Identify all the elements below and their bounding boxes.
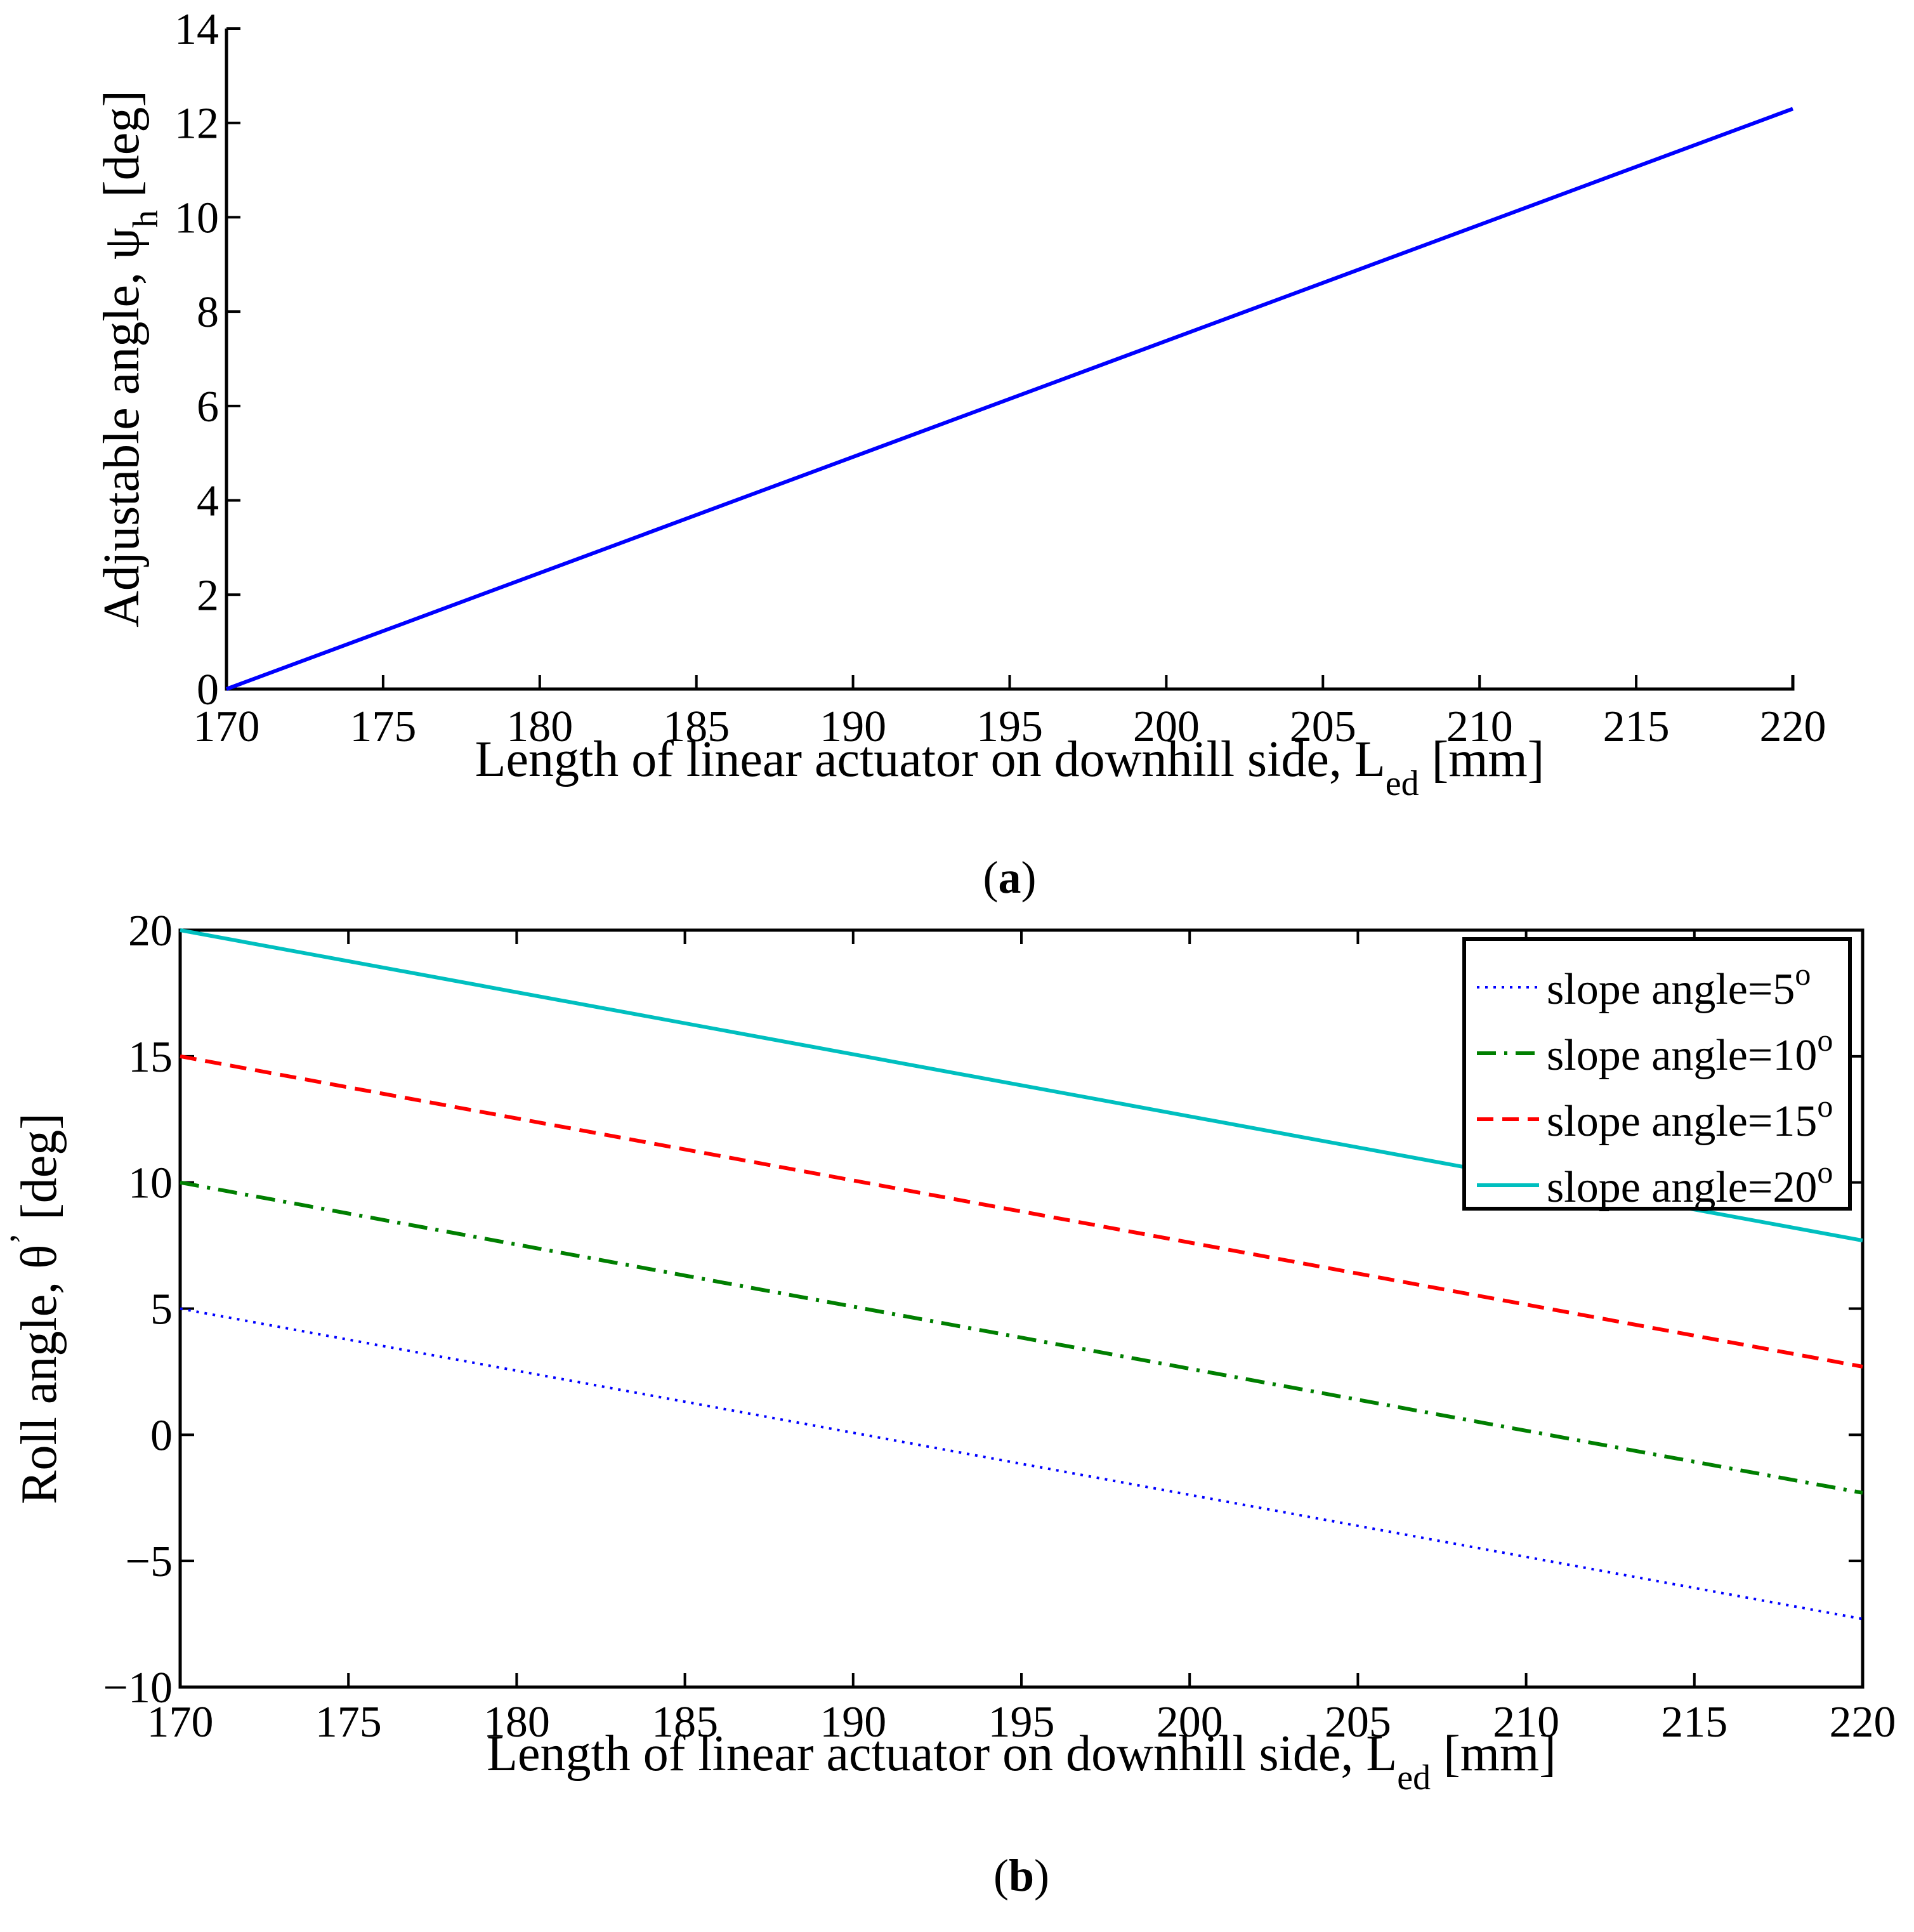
axes-frame — [225, 29, 1795, 691]
panel-caption-open: ( — [993, 1850, 1009, 1901]
y-tick-label: 10 — [174, 194, 219, 242]
x-axis-label-subscript: ed — [1397, 1758, 1431, 1797]
x-tick-label: 205 — [1325, 1698, 1391, 1747]
x-tick-label: 205 — [1290, 702, 1356, 751]
y-axis-label-superscript: ʼ — [3, 1233, 43, 1245]
x-axis-label-main: Length of linear actuator on downhill si… — [487, 1726, 1397, 1782]
y-tick-label: 0 — [150, 1411, 173, 1460]
x-tick-label: 210 — [1493, 1698, 1559, 1747]
x-tick-label: 175 — [350, 702, 416, 751]
x-axis-label-main: Length of linear actuator on downhill si… — [475, 732, 1386, 787]
legend-entry-text: slope angle=10 — [1547, 1031, 1817, 1080]
x-tick-label: 190 — [820, 702, 886, 751]
y-axis-label: Adjustable angle, ψh [deg] — [94, 90, 166, 628]
legend-entry-text: slope angle=20 — [1547, 1163, 1817, 1212]
y-tick-label: −5 — [126, 1537, 173, 1586]
y-axis-label-subscript: h — [126, 210, 166, 228]
y-tick-label: 10 — [128, 1159, 173, 1208]
y-tick-label: 4 — [197, 477, 219, 526]
x-tick-label: 210 — [1446, 702, 1513, 751]
legend-entry-1: slope angle=5o — [1547, 956, 1811, 1014]
series-line-1 — [225, 107, 1794, 691]
y-tick-label: 20 — [128, 907, 173, 956]
legend-entry-3: slope angle=15o — [1547, 1088, 1833, 1146]
x-tick-label: 180 — [483, 1698, 550, 1747]
x-tick-label: 175 — [315, 1698, 382, 1747]
x-tick-label: 180 — [506, 702, 573, 751]
y-axis-label-main: Adjustable angle, ψ — [94, 228, 150, 628]
x-tick-label: 195 — [988, 1698, 1055, 1747]
x-tick-label: 185 — [652, 1698, 718, 1747]
y-tick-label: −10 — [103, 1664, 173, 1712]
x-tick-label: 195 — [976, 702, 1043, 751]
legend-entry-superscript: o — [1817, 1088, 1833, 1124]
y-tick-label: 2 — [197, 571, 219, 620]
legend-box — [1462, 937, 1852, 1211]
chart-panel-b: 170 175 180 185 190 195 200 205 210 215 220 −10 −5 0 5… — [3, 907, 1896, 1901]
y-axis-label-unit: [deg] — [11, 1113, 67, 1233]
panel-caption-letter: b — [1009, 1850, 1034, 1901]
x-tick-label: 215 — [1661, 1698, 1727, 1747]
y-tick-label: 6 — [197, 383, 219, 431]
y-axis-label-main: Roll angle, θ — [11, 1245, 67, 1504]
panel-caption-open: ( — [983, 852, 999, 903]
x-tick-label: 170 — [147, 1698, 214, 1747]
panel-caption-close: ) — [1021, 852, 1037, 903]
x-axis-label-subscript: ed — [1386, 764, 1419, 803]
legend-entry-superscript: o — [1795, 956, 1811, 992]
panel-caption-letter: a — [999, 852, 1021, 903]
x-axis-label: Length of linear actuator on downhill si… — [487, 1726, 1556, 1797]
legend-entry-superscript: o — [1817, 1154, 1833, 1190]
series-line-2 — [180, 1180, 1863, 1495]
panel-caption-close: ) — [1034, 1850, 1049, 1901]
x-axis-label-unit: [mm] — [1419, 732, 1545, 787]
x-tick-label: 185 — [663, 702, 730, 751]
y-tick-label: 5 — [150, 1285, 173, 1334]
x-tick-label: 170 — [193, 702, 260, 751]
legend-entry-2: slope angle=10o — [1547, 1022, 1833, 1080]
panel-caption: (b) — [993, 1850, 1049, 1901]
y-axis-label-unit: [deg] — [94, 90, 150, 210]
y-tick-label: 0 — [197, 666, 219, 714]
legend-entry-text: slope angle=5 — [1547, 965, 1795, 1014]
x-tick-label: 190 — [820, 1698, 886, 1747]
y-axis-label: Roll angle, θʼ [deg] — [3, 1113, 67, 1504]
y-tick-label: 8 — [197, 288, 219, 337]
chart-panel-a: 170 175 180 185 190 195 200 205 210 215 220 0 2 4 6 8 10… — [94, 5, 1826, 903]
series-line-3 — [180, 1054, 1863, 1369]
x-axis-label-unit: [mm] — [1431, 1726, 1556, 1782]
x-axis-label: Length of linear actuator on downhill si… — [475, 732, 1545, 803]
x-tick-label: 220 — [1760, 702, 1826, 751]
panel-caption: (a) — [983, 852, 1037, 903]
y-tick-label: 12 — [174, 100, 219, 148]
legend-entry-4: slope angle=20o — [1547, 1154, 1833, 1212]
series-line-1 — [180, 1307, 1863, 1620]
x-tick-label: 200 — [1157, 1698, 1223, 1747]
x-tick-label: 220 — [1830, 1698, 1896, 1747]
x-tick-label: 215 — [1603, 702, 1670, 751]
y-tick-label: 15 — [128, 1033, 173, 1082]
legend-entry-text: slope angle=15 — [1547, 1097, 1817, 1146]
x-tick-label: 200 — [1133, 702, 1200, 751]
legend-entry-superscript: o — [1817, 1022, 1833, 1058]
y-tick-label: 14 — [174, 5, 219, 54]
